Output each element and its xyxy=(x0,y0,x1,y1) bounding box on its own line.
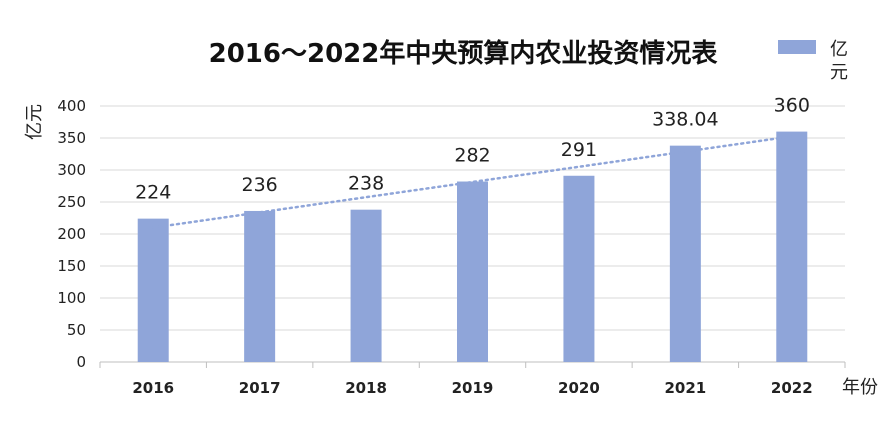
data-labels: 224 236 238 282 291 338.04 360 xyxy=(135,95,810,204)
y-tick-label: 400 xyxy=(57,97,86,115)
y-tick-label: 200 xyxy=(57,225,86,243)
bar-2016 xyxy=(137,218,169,362)
data-label-2018: 238 xyxy=(348,173,384,195)
bar-2019 xyxy=(457,181,488,362)
data-label-2017: 236 xyxy=(242,174,278,196)
data-label-2021: 338.04 xyxy=(652,109,718,131)
y-tick-label: 350 xyxy=(57,129,86,147)
y-tick-label: 250 xyxy=(57,193,86,211)
x-tick-label-2018: 2018 xyxy=(345,379,387,397)
y-tick-label: 50 xyxy=(67,321,86,339)
y-tick-label: 0 xyxy=(76,353,86,371)
legend-label-line2: 元 xyxy=(830,62,848,83)
y-tick-label: 300 xyxy=(57,161,86,179)
y-tick-label: 100 xyxy=(57,289,86,307)
x-axis-title: 年份 xyxy=(842,377,878,398)
x-tick-label-2020: 2020 xyxy=(558,379,600,397)
bar-2018 xyxy=(350,209,382,362)
legend-swatch xyxy=(778,40,816,54)
y-axis-title: 亿元 xyxy=(24,104,45,140)
bar-2021 xyxy=(669,145,701,362)
legend: 亿 元 xyxy=(778,39,848,83)
x-tick-label-2021: 2021 xyxy=(664,379,706,397)
x-tick-label-2019: 2019 xyxy=(452,379,494,397)
x-axis-ticks: 2016 2017 2018 2019 2020 2021 2022 xyxy=(132,379,812,397)
legend-label-line1: 亿 xyxy=(830,39,848,60)
trendline-group xyxy=(151,135,794,229)
bars xyxy=(137,131,808,362)
chart-title: 2016～2022年中央预算内农业投资情况表 xyxy=(209,38,719,69)
data-label-2020: 291 xyxy=(561,139,597,161)
bar-2022 xyxy=(776,131,808,362)
y-axis-ticks: 0 50 100 150 200 250 300 350 400 xyxy=(57,97,86,371)
y-tick-label: 150 xyxy=(57,257,86,275)
x-tick-label-2017: 2017 xyxy=(239,379,281,397)
x-tick-label-2016: 2016 xyxy=(132,379,174,397)
bar-2020 xyxy=(563,175,595,362)
data-label-2019: 282 xyxy=(454,145,490,167)
data-label-2016: 224 xyxy=(135,182,171,204)
bar-2017 xyxy=(244,210,276,362)
x-tick-label-2022: 2022 xyxy=(771,379,813,397)
trendline xyxy=(151,135,794,229)
data-label-2022: 360 xyxy=(774,95,810,117)
